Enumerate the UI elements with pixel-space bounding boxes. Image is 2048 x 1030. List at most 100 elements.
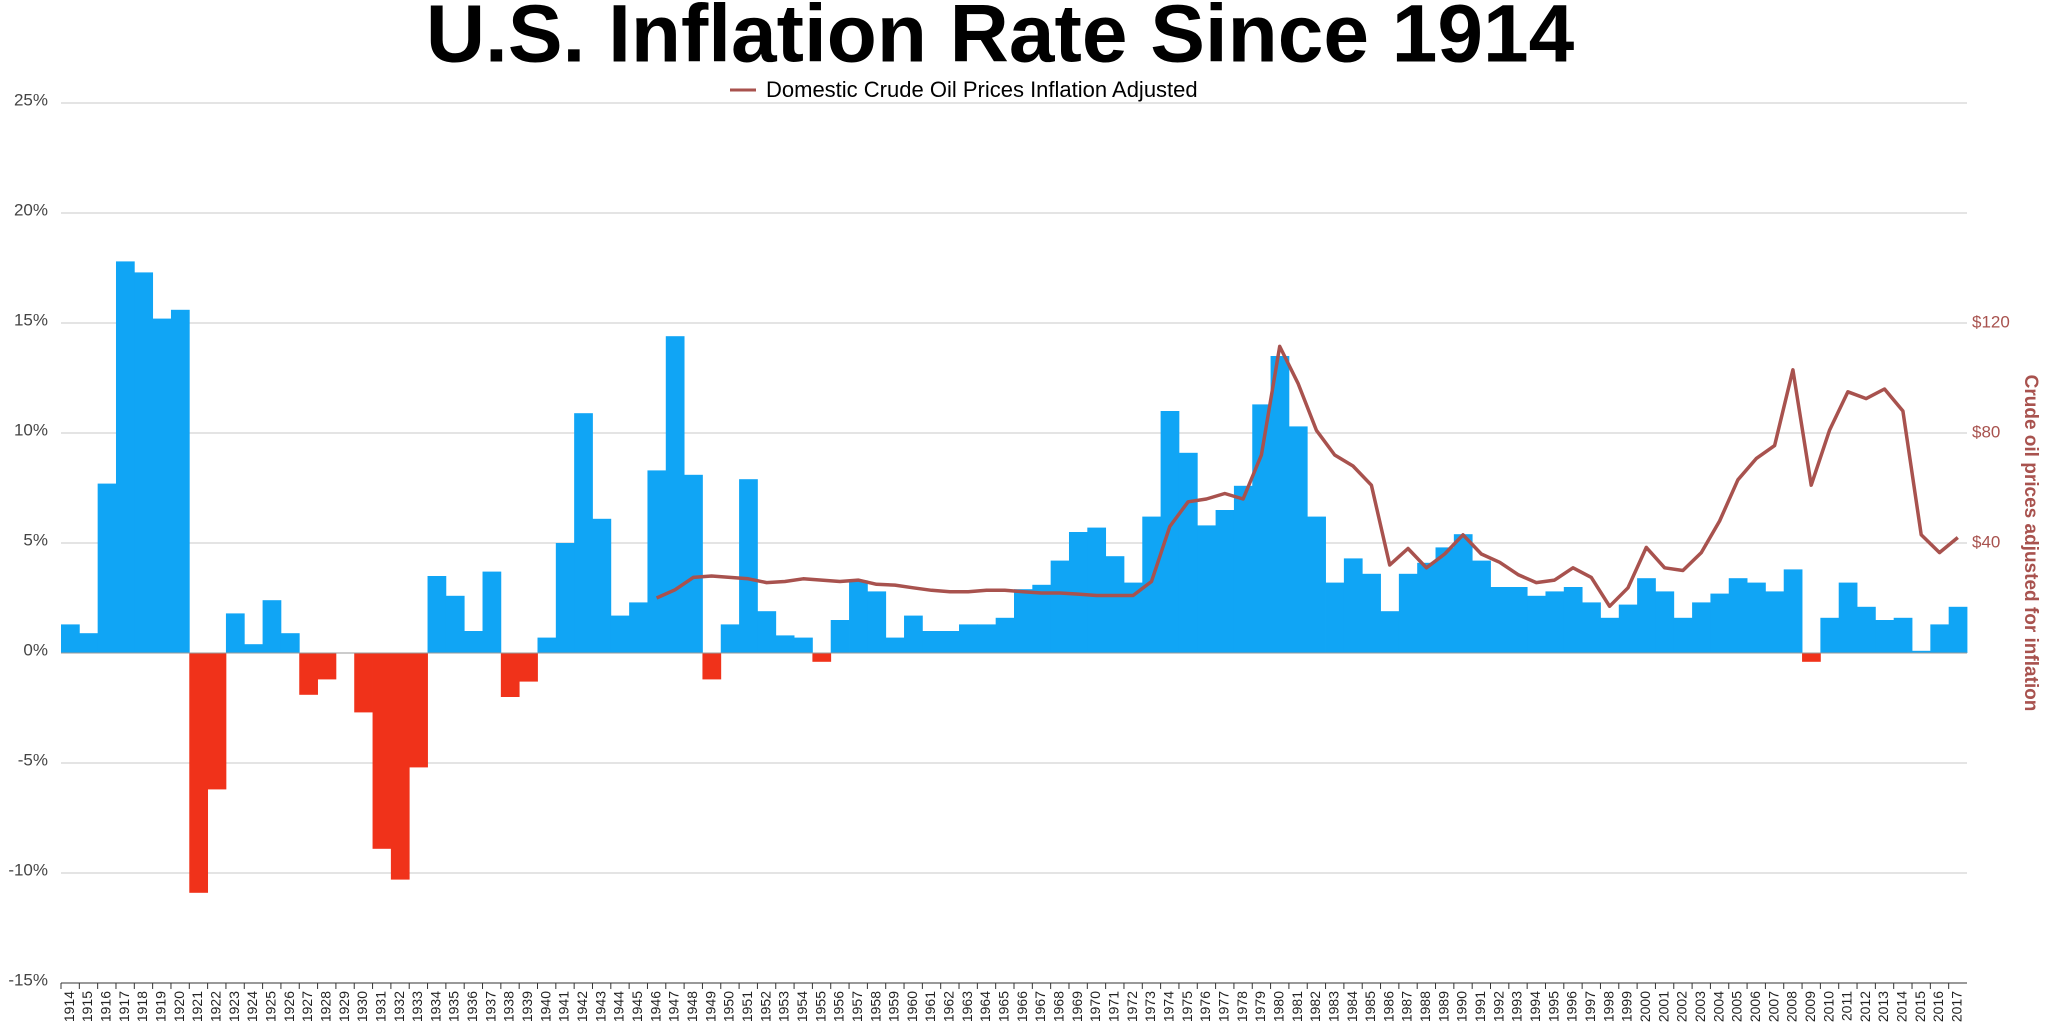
x-tick-label: 1985 [1362,991,1378,1022]
bar [1637,578,1656,653]
bar [537,637,557,653]
x-tick-label: 1974 [1160,991,1176,1022]
bar [794,637,813,653]
y-tick-label: 0% [23,640,48,659]
x-tick-label: 2013 [1875,991,1891,1022]
x-tick-label: 1918 [134,991,150,1022]
bar [115,261,135,653]
x-tick-label: 1933 [409,991,425,1022]
x-tick-label: 1942 [574,991,590,1022]
bar [1417,562,1436,653]
x-tick-label: 1980 [1270,991,1286,1022]
bar [79,633,99,653]
x-tick-label: 1930 [354,991,370,1022]
x-tick-label: 1990 [1454,991,1470,1022]
x-tick-label: 1954 [794,991,810,1022]
x-tick-label: 2009 [1802,991,1818,1022]
y2-axis-title: Crude oil prices adjusted for inflation [2020,375,2041,712]
x-tick-label: 1959 [886,991,902,1022]
x-tick-label: 1936 [464,991,480,1022]
bar [830,620,850,653]
bar [1563,587,1583,653]
bar [1508,587,1528,653]
bar [299,653,318,695]
bar [1582,602,1601,653]
bar [1178,452,1198,653]
bar [1453,534,1473,653]
bar [207,653,227,790]
x-tick-label: 1932 [391,991,407,1022]
x-tick-label: 1940 [537,991,553,1022]
x-tick-label: 1992 [1490,991,1506,1022]
x-tick-label: 1957 [849,991,865,1022]
x-tick-label: 1952 [757,991,773,1022]
x-tick-label: 2003 [1692,991,1708,1022]
bar [1233,485,1253,653]
x-tick-label: 2017 [1949,991,1965,1022]
x-tick-label: 1996 [1564,991,1580,1022]
bar [134,272,154,653]
bar [1252,404,1271,653]
x-tick-label: 1963 [959,991,975,1022]
bar [1490,587,1510,653]
bar [1673,617,1693,653]
bar [1783,569,1803,653]
bar [1160,411,1180,653]
bar [1692,602,1711,653]
x-tick-label: 1975 [1179,991,1195,1022]
x-tick-label: 2010 [1820,991,1836,1022]
x-tick-label: 2008 [1784,991,1800,1022]
bar [225,613,245,653]
bar [409,653,428,768]
bar [1215,510,1235,653]
bar [1912,650,1931,653]
bar [1142,516,1162,653]
y-tick-label: -15% [8,970,48,989]
x-tick-label: 1947 [666,991,682,1022]
bar [702,653,722,680]
x-tick-label: 1965 [996,991,1012,1022]
x-tick-label: 2000 [1637,991,1653,1022]
bar [629,602,648,653]
bar [1343,558,1363,653]
x-tick-label: 1970 [1087,991,1103,1022]
bar [262,600,282,653]
x-tick-label: 1997 [1582,991,1598,1022]
x-tick-label: 1956 [831,991,847,1022]
x-tick-label: 1979 [1252,991,1268,1022]
x-tick-label: 1962 [941,991,957,1022]
x-tick-label: 2005 [1729,991,1745,1022]
x-tick-label: 1925 [262,991,278,1022]
bar [1362,573,1381,653]
bar [372,653,392,849]
bar [189,653,209,893]
bar [1710,593,1730,653]
bar [885,637,905,653]
x-tick-label: 1986 [1380,991,1396,1022]
bar [647,470,667,653]
bar [1545,591,1565,653]
x-tick-label: 1951 [739,991,755,1022]
x-tick-label: 1982 [1307,991,1323,1022]
bar [1893,617,1913,653]
x-tick-label: 2002 [1674,991,1690,1022]
bar [1655,591,1675,653]
bar [152,318,172,653]
x-tick-label: 1937 [482,991,498,1022]
bar [1435,547,1455,653]
y-tick-label: 15% [14,310,48,329]
x-tick-label: 1972 [1124,991,1140,1022]
chart-title: U.S. Inflation Rate Since 1914 [426,0,1575,80]
bar [720,624,740,653]
bar [1820,617,1840,653]
x-tick-label: 1944 [611,991,627,1022]
bar [244,644,263,653]
bar [757,611,777,653]
bar [574,413,593,653]
bar [904,615,923,653]
x-tick-label: 1961 [922,991,938,1022]
x-tick-label: 1966 [1014,991,1030,1022]
x-tick-label: 1945 [629,991,645,1022]
bar [959,624,978,653]
